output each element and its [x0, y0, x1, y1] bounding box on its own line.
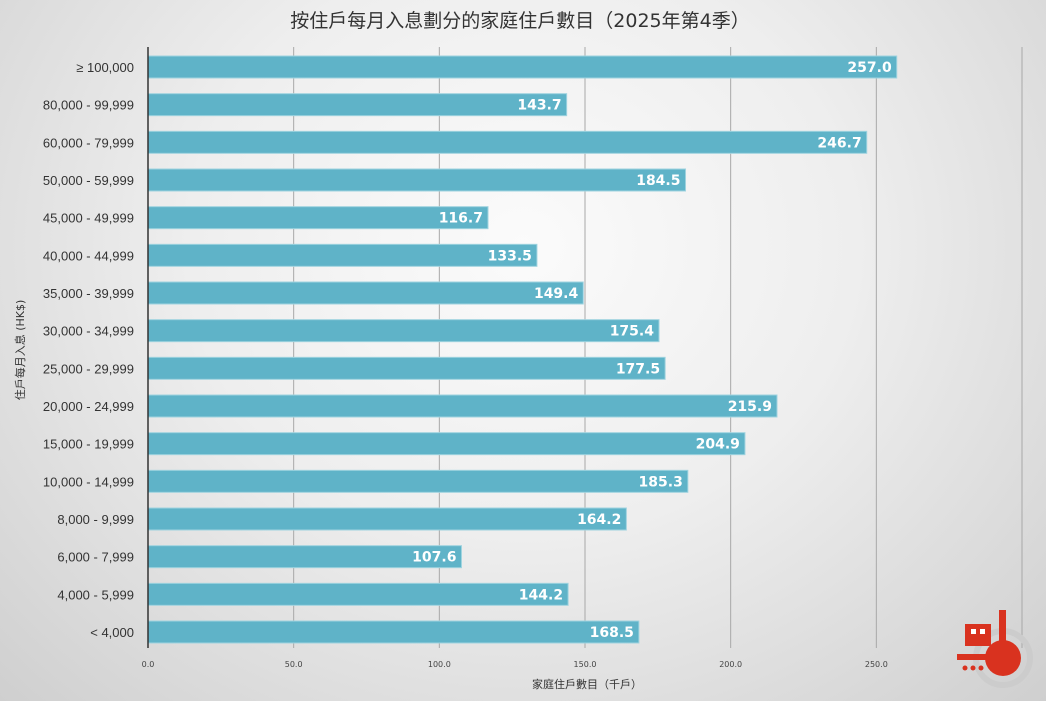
y-category-label: < 4,000 [90, 625, 134, 640]
y-category-label: 8,000 - 9,999 [57, 512, 134, 527]
x-tick-label: 0.0 [142, 660, 155, 669]
bar [147, 130, 868, 154]
bar-value-label: 144.2 [519, 587, 563, 603]
bar [147, 356, 666, 380]
bar-value-label: 175.4 [610, 324, 655, 340]
y-category-label: 35,000 - 39,999 [43, 286, 134, 301]
bar-value-label: 257.0 [847, 60, 892, 76]
bar-value-label: 164.2 [577, 512, 621, 528]
bar-value-label: 149.4 [534, 286, 579, 302]
bar-value-label: 168.5 [590, 625, 634, 641]
bar [147, 620, 640, 644]
y-category-label: 10,000 - 14,999 [43, 474, 134, 489]
bar-value-label: 177.5 [616, 361, 660, 377]
bar-value-label: 215.9 [728, 399, 772, 415]
bar [147, 243, 538, 267]
x-tick-label: 250.0 [865, 660, 888, 669]
y-category-label: 6,000 - 7,999 [57, 550, 134, 565]
bar-value-label: 133.5 [488, 248, 532, 264]
y-category-label: 60,000 - 79,999 [43, 135, 134, 150]
y-category-label: 25,000 - 29,999 [43, 361, 134, 376]
y-category-label: 80,000 - 99,999 [43, 98, 134, 113]
bar-value-label: 184.5 [636, 173, 680, 189]
y-category-label: 50,000 - 59,999 [43, 173, 134, 188]
chart-title: 按住戶每月入息劃分的家庭住戶數目（2025年第4季） [290, 10, 749, 32]
bar [147, 507, 627, 531]
bar-value-label: 185.3 [639, 474, 683, 490]
bar [147, 432, 746, 456]
bar-value-label: 204.9 [696, 437, 740, 453]
y-category-label: 15,000 - 19,999 [43, 437, 134, 452]
y-axis-label: 住戶每月入息 (HK$) [13, 300, 27, 401]
bar [147, 93, 568, 117]
y-category-label: 4,000 - 5,999 [57, 587, 134, 602]
y-category-label: 45,000 - 49,999 [43, 211, 134, 226]
bar [147, 168, 687, 192]
x-tick-label: 150.0 [574, 660, 597, 669]
y-category-label: ≥ 100,000 [76, 60, 134, 75]
bar-value-label: 107.6 [412, 550, 456, 566]
y-category-label: 40,000 - 44,999 [43, 248, 134, 263]
bar [147, 582, 569, 606]
bar [147, 281, 584, 305]
x-tick-label: 200.0 [719, 660, 742, 669]
bar-value-label: 246.7 [817, 135, 861, 151]
bar [147, 319, 660, 343]
bar-value-label: 116.7 [439, 211, 483, 227]
x-tick-label: 100.0 [428, 660, 451, 669]
bar [147, 394, 778, 418]
bar [147, 469, 689, 493]
bar [147, 55, 898, 79]
logo-icon [957, 610, 1033, 688]
y-category-label: 20,000 - 24,999 [43, 399, 134, 414]
y-category-label: 30,000 - 34,999 [43, 324, 134, 339]
bar [147, 206, 489, 230]
bar-value-label: 143.7 [517, 98, 561, 114]
x-axis-label: 家庭住戶數目（千戶） [532, 677, 642, 691]
x-tick-label: 50.0 [285, 660, 303, 669]
